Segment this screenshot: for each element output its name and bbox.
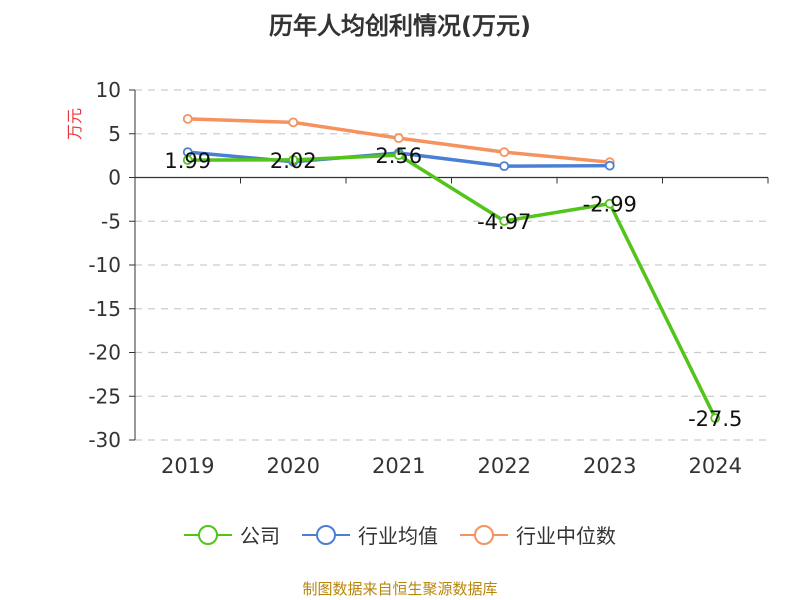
series-point [182, 155, 193, 165]
legend-line-circle-icon [302, 524, 350, 545]
y-tick-label: 5 [108, 122, 121, 146]
series-group [182, 113, 721, 424]
y-tick-label: 0 [108, 166, 121, 190]
legend-label: 行业中位数 [516, 524, 616, 548]
legend: 公司 行业均值 行业中位数 [0, 520, 800, 549]
series-point [393, 150, 404, 161]
x-tick-label: 2022 [478, 454, 531, 478]
y-axis-label: 万元 [65, 108, 84, 140]
x-tick-label: 2020 [267, 454, 320, 478]
y-tick-label: -30 [88, 428, 121, 452]
data-label: 1.99 [164, 149, 211, 173]
x-tick-label: 2023 [583, 454, 636, 478]
data-labels: 1.99 2.02 2.56 -4.97 -2.99 -27.5 [164, 144, 742, 431]
series-point [393, 133, 404, 144]
data-label: -2.99 [583, 193, 637, 217]
grid-lines [135, 89, 768, 441]
chart-title: 历年人均创利情况(万元) [269, 12, 531, 40]
x-tick-label: 2024 [689, 454, 742, 478]
y-tick-label: -10 [88, 253, 121, 277]
series-point [499, 147, 510, 158]
series-point [288, 117, 299, 128]
y-tick-label: 10 [96, 78, 121, 102]
data-label: -27.5 [688, 407, 742, 431]
legend-label: 行业均值 [358, 524, 438, 548]
legend-line-circle-icon [460, 524, 508, 545]
legend-item[interactable]: 公司 [184, 520, 280, 549]
series-line [187, 153, 717, 419]
axes: 10 5 0 -5 -10 -15 -20 -25 -30 2019 2020 2021 2022 202… [65, 78, 769, 478]
x-tick-label: 2021 [372, 454, 425, 478]
legend-line-circle-icon [184, 524, 232, 545]
legend-label: 公司 [240, 524, 280, 548]
series-point [604, 160, 615, 171]
y-tick-label: -15 [88, 297, 121, 321]
series-point [288, 154, 299, 165]
data-label: 2.02 [270, 149, 317, 173]
legend-item[interactable]: 行业均值 [302, 520, 438, 549]
y-tick-label: -25 [88, 384, 121, 408]
y-tick-label: -5 [101, 209, 121, 233]
source-note: 制图数据来自恒生聚源数据库 [302, 580, 498, 598]
data-label: -4.97 [477, 210, 531, 234]
series-point [182, 113, 193, 124]
y-tick-label: -20 [88, 341, 121, 365]
legend-item[interactable]: 行业中位数 [460, 520, 616, 549]
series-point [604, 198, 615, 209]
x-tick-label: 2019 [161, 454, 214, 478]
series-point [499, 161, 510, 172]
series-point [499, 216, 510, 226]
series-point [710, 413, 721, 424]
data-label: 2.56 [375, 144, 422, 168]
